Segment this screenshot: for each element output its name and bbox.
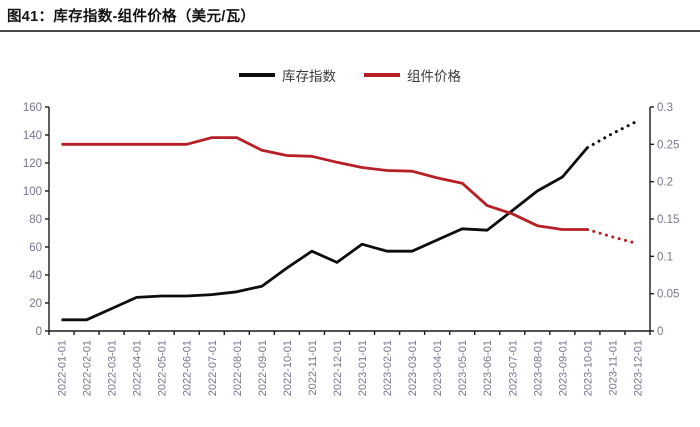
- svg-text:0.2: 0.2: [657, 177, 673, 189]
- svg-text:20: 20: [29, 298, 42, 310]
- svg-text:2023-04-01: 2023-04-01: [432, 340, 444, 396]
- chart-legend: 库存指数 组件价格: [0, 65, 700, 85]
- series-库存指数: [61, 119, 639, 322]
- svg-text:0.15: 0.15: [657, 214, 679, 226]
- svg-text:0: 0: [657, 326, 663, 338]
- svg-text:2023-06-01: 2023-06-01: [482, 340, 494, 396]
- svg-text:2022-07-01: 2022-07-01: [207, 340, 219, 396]
- legend-label-inventory-index: 库存指数: [282, 69, 336, 84]
- svg-text:2023-09-01: 2023-09-01: [557, 340, 569, 396]
- svg-text:2022-05-01: 2022-05-01: [157, 340, 169, 396]
- svg-text:2022-01-01: 2022-01-01: [57, 340, 69, 396]
- figure-title: 图41：库存指数-组件价格（美元/瓦）: [7, 9, 256, 25]
- svg-text:2022-04-01: 2022-04-01: [132, 340, 144, 396]
- y-axis-left-labels: 0 20 40 60 80 100 120 140 160: [23, 102, 42, 338]
- svg-text:2022-12-01: 2022-12-01: [332, 340, 344, 396]
- svg-text:0.05: 0.05: [657, 289, 679, 301]
- svg-text:0: 0: [36, 326, 42, 338]
- svg-text:2023-12-01: 2023-12-01: [632, 340, 644, 396]
- svg-text:2022-06-01: 2022-06-01: [182, 340, 194, 396]
- legend-item-module-price: 组件价格: [364, 65, 461, 85]
- svg-text:2022-10-01: 2022-10-01: [282, 340, 294, 396]
- legend-item-inventory-index: 库存指数: [239, 65, 336, 85]
- svg-text:2022-03-01: 2022-03-01: [107, 340, 119, 396]
- svg-text:140: 140: [23, 130, 42, 142]
- svg-text:160: 160: [23, 102, 42, 114]
- legend-line-swatch-black: [239, 73, 275, 77]
- x-axis-labels: 2022-01-01 2022-02-01 2022-03-01 2022-04-01…: [57, 340, 645, 396]
- svg-text:60: 60: [29, 242, 42, 254]
- svg-text:80: 80: [29, 214, 42, 226]
- legend-line-swatch-red: [364, 73, 400, 77]
- svg-text:0.3: 0.3: [657, 102, 673, 114]
- series-组件价格: [61, 136, 639, 246]
- svg-text:2023-07-01: 2023-07-01: [507, 340, 519, 396]
- svg-text:2022-11-01: 2022-11-01: [307, 340, 319, 395]
- svg-text:40: 40: [29, 270, 42, 282]
- svg-text:2023-08-01: 2023-08-01: [532, 340, 544, 396]
- svg-text:2023-01-01: 2023-01-01: [357, 340, 369, 396]
- legend-label-module-price: 组件价格: [407, 69, 461, 84]
- axes: [45, 106, 654, 335]
- svg-text:2023-02-01: 2023-02-01: [382, 340, 394, 396]
- figure-header: 图41：库存指数-组件价格（美元/瓦）: [7, 5, 700, 26]
- svg-text:0.1: 0.1: [657, 251, 673, 263]
- title-divider: [0, 30, 700, 32]
- svg-text:2022-02-01: 2022-02-01: [82, 340, 94, 396]
- svg-text:2023-11-01: 2023-11-01: [607, 340, 619, 395]
- svg-text:2023-03-01: 2023-03-01: [407, 340, 419, 396]
- svg-text:2023-05-01: 2023-05-01: [457, 340, 469, 396]
- svg-text:100: 100: [23, 186, 42, 198]
- svg-text:2023-10-01: 2023-10-01: [582, 340, 594, 396]
- svg-text:2022-08-01: 2022-08-01: [232, 340, 244, 396]
- svg-text:2022-09-01: 2022-09-01: [257, 340, 269, 396]
- y-axis-right-labels: 0 0.05 0.1 0.15 0.2 0.25 0.3: [657, 102, 679, 338]
- svg-text:0.25: 0.25: [657, 139, 679, 151]
- svg-text:120: 120: [23, 158, 42, 170]
